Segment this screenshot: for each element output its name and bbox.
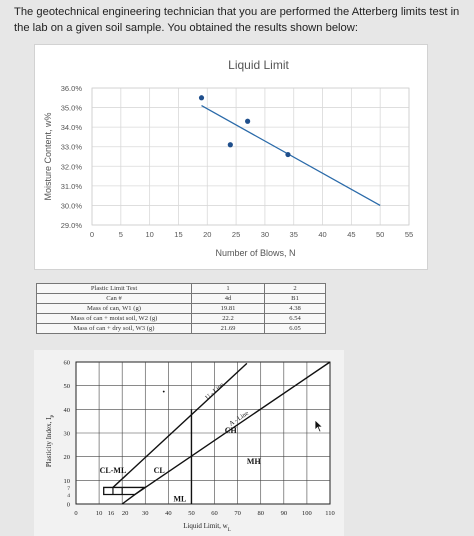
chart-title: Liquid Limit [228,58,289,72]
zone-label: CH [225,426,238,435]
x-tick-label: 20 [122,510,129,517]
x-tick-label: 20 [203,230,211,239]
zone-label: MH [247,457,262,466]
x-tick-label: 16 [108,510,115,517]
data-point [245,118,251,124]
u-line [112,362,248,488]
y-tick-label: 29.0% [61,221,83,230]
table-cell: 4.38 [264,303,326,314]
y-tick-label: 7 [67,486,70,492]
data-point [285,151,291,158]
a-line [121,361,331,505]
y-axis-label: Plasticity Index, IP [45,415,56,468]
data-point [227,142,233,148]
x-tick-label: 50 [188,510,195,517]
x-tick-label: 30 [261,230,269,239]
plot-area [91,87,410,226]
y-tick-label: 31.0% [61,182,83,191]
y-tick-label: 34.0% [61,123,83,132]
x-tick-label: 0 [90,230,94,239]
table-cell: Mass of can, W1 (g) [36,303,192,314]
x-tick-label: 50 [376,230,384,239]
x-axis-label: Number of Blows, N [215,248,295,258]
y-tick-label: 30 [64,431,71,438]
table-row: Mass of can, W1 (g) 19.81 4.38 [36,303,326,314]
x-tick-label: 55 [405,230,413,239]
mouse-cursor-icon [314,419,324,433]
table-cell: Can # [36,293,192,304]
marker-dot [162,390,165,393]
x-tick-label: 35 [290,230,298,239]
table-cell: 21.69 [190,323,266,334]
y-tick-label: 30.0% [61,201,83,210]
y-tick-label: 36.0% [61,84,83,93]
data-point [198,95,205,101]
y-tick-label: 60 [64,360,71,367]
liquid-limit-chart: Liquid Limit 36.0% 35.0% 34.0% 33.0% 32.0% 31.… [34,44,428,270]
zone-label: CL [154,466,165,475]
y-tick-label: 20 [64,454,71,461]
x-tick-label: 110 [325,510,335,517]
y-tick-label: 4 [67,493,70,499]
x-axis-label-sub: L [228,528,231,533]
table-cell: Mass of can + moist soil, W2 (g) [36,313,192,324]
y-axis-label: Moisture Content, w% [43,112,53,200]
plastic-limit-table: Plastic Limit Test 1 2 Can # 4d B1 Mass … [36,283,326,334]
x-tick-label: 5 [119,230,123,239]
x-tick-label: 40 [165,510,172,517]
zone-label: ML [173,495,186,504]
question-text: The geotechnical engineering technician … [14,6,460,34]
table-cell: 22.2 [190,313,266,324]
x-tick-label: 25 [232,230,240,239]
table-row: Can # 4d B1 [36,293,326,304]
x-tick-label: 80 [257,510,264,517]
plasticity-chart: 60 50 40 30 20 10 7 4 0 0 10 16 20 30 40 50 60 70 80 90 100 1… [34,350,344,536]
y-tick-label: 50 [64,383,71,390]
x-tick-label: 45 [347,230,355,239]
table-row: Mass of can + dry soil, W3 (g) 21.69 6.0… [36,323,326,334]
table-cell: 6.05 [264,323,326,334]
table-cell: 6.54 [264,313,326,324]
y-tick-label: 35.0% [61,104,83,113]
table-row: Mass of can + moist soil, W2 (g) 22.2 6.… [36,313,326,324]
x-tick-label: 0 [74,510,77,517]
y-axis-label-sub: P [51,415,56,418]
y-tick-label: 40 [64,407,71,414]
x-tick-label: 40 [318,230,326,239]
trendline [201,105,381,206]
x-tick-label: 90 [281,510,288,517]
y-tick-label: 32.0% [61,162,83,171]
x-tick-label: 10 [96,510,103,517]
liquid-limit-plot: Liquid Limit 36.0% 35.0% 34.0% 33.0% 32.0% 31.… [43,58,413,258]
table-cell: 4d [190,293,266,304]
table-row: Plastic Limit Test 1 2 [36,283,326,294]
x-tick-label: 15 [174,230,182,239]
x-tick-label: 60 [211,510,218,517]
table-cell: Mass of can + dry soil, W3 (g) [36,323,192,334]
table-cell: 19.81 [190,303,266,314]
zone-label: CL-ML [100,466,127,475]
table-cell: B1 [264,293,326,304]
x-tick-label: 70 [234,510,241,517]
table-cell: 2 [264,283,326,294]
y-tick-label: 0 [67,502,70,509]
x-axis-label: Liquid Limit, wL [183,522,231,533]
table-cell: 1 [190,283,266,294]
table-cell: Plastic Limit Test [36,283,192,294]
y-tick-label: 33.0% [61,143,83,152]
x-tick-label: 30 [142,510,149,517]
y-tick-label: 10 [64,478,71,485]
x-tick-label: 10 [145,230,153,239]
x-tick-label: 100 [302,510,312,517]
